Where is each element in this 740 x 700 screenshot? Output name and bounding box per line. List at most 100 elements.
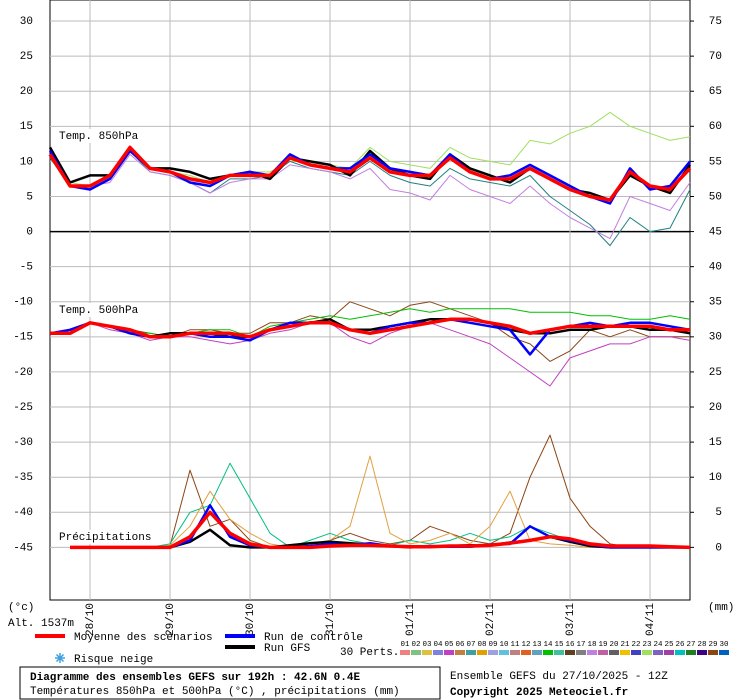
member-swatch xyxy=(411,650,421,655)
panel-label: Temp. 850hPa xyxy=(59,131,139,143)
member-swatch xyxy=(521,650,531,655)
x-tick-label: 28/10 xyxy=(85,603,97,636)
member-label: 29 xyxy=(708,641,717,649)
x-tick-label: 03/11 xyxy=(565,603,577,636)
y2-tick-label: 15 xyxy=(709,437,722,449)
member-swatch xyxy=(433,650,443,655)
member-swatch xyxy=(499,650,509,655)
series-line xyxy=(49,153,691,240)
member-label: 07 xyxy=(466,641,475,649)
altitude: Alt. 1537m xyxy=(8,618,74,630)
y2-tick-label: 70 xyxy=(709,51,722,63)
member-swatch xyxy=(477,650,487,655)
panel-label-bg xyxy=(56,129,142,143)
legend-label: Moyenne des scénarios xyxy=(74,632,213,644)
member-swatch xyxy=(664,650,674,655)
y-tick-label: -20 xyxy=(13,367,33,379)
y2-tick-label: 65 xyxy=(709,86,722,98)
member-label: 28 xyxy=(697,641,706,649)
footer-run: Ensemble GEFS du 27/10/2025 - 12Z xyxy=(450,671,668,683)
grid xyxy=(50,0,690,600)
member-swatch xyxy=(631,650,641,655)
member-label: 30 xyxy=(719,641,729,649)
member-label: 17 xyxy=(576,641,585,649)
x-tick-label: 02/11 xyxy=(485,603,497,636)
member-swatch xyxy=(598,650,608,655)
member-label: 23 xyxy=(642,641,652,649)
y2-tick-label: 75 xyxy=(709,16,722,28)
panel-label: Temp. 500hPa xyxy=(59,305,139,317)
member-swatch xyxy=(587,650,597,655)
y-tick-label: -40 xyxy=(13,507,33,519)
member-swatch xyxy=(466,650,476,655)
member-label: 03 xyxy=(422,641,432,649)
y2-tick-label: 45 xyxy=(709,226,722,238)
y2-tick-label: 10 xyxy=(709,472,722,484)
y2-axis-label: (mm) xyxy=(708,602,734,614)
member-swatch xyxy=(719,650,729,655)
member-label: 15 xyxy=(554,641,564,649)
y2-tick-label: 35 xyxy=(709,297,722,309)
y-tick-label: 10 xyxy=(20,156,33,168)
member-label: 16 xyxy=(565,641,575,649)
panel-label: Précipitations xyxy=(59,532,151,544)
y2-tick-label: 5 xyxy=(715,507,722,519)
member-label: 19 xyxy=(598,641,607,649)
y-axis-label: (°c) xyxy=(8,602,34,614)
series-line xyxy=(50,322,691,387)
y-tick-label: 30 xyxy=(20,16,33,28)
member-swatch xyxy=(422,650,432,655)
series-line xyxy=(48,145,692,202)
member-label: 09 xyxy=(488,641,497,649)
footer-copyright: Copyright 2025 Meteociel.fr xyxy=(450,687,628,699)
member-swatch xyxy=(444,650,454,655)
series-line xyxy=(70,455,690,548)
member-swatch xyxy=(653,650,663,655)
y-tick-label: -25 xyxy=(13,402,33,414)
member-label: 13 xyxy=(532,641,542,649)
series-line xyxy=(70,510,691,550)
y-tick-label: 0 xyxy=(26,226,33,238)
member-label: 04 xyxy=(433,641,443,649)
y2-tick-label: 40 xyxy=(709,262,722,274)
member-label: 08 xyxy=(477,641,486,649)
y-tick-label: -15 xyxy=(13,332,33,344)
member-label: 25 xyxy=(664,641,674,649)
member-swatch xyxy=(708,650,718,655)
x-tick-label: 29/10 xyxy=(165,603,177,636)
y2-tick-label: 30 xyxy=(709,332,722,344)
y2-tick-label: 0 xyxy=(715,542,722,554)
y2-tick-label: 50 xyxy=(709,191,722,203)
member-swatch xyxy=(686,650,696,655)
member-label: 18 xyxy=(587,641,596,649)
series-line xyxy=(50,317,690,339)
y-tick-label: -35 xyxy=(13,472,33,484)
y-tick-label: -30 xyxy=(13,437,33,449)
member-label: 24 xyxy=(653,641,663,649)
footer-box xyxy=(19,666,441,700)
panel-label-bg xyxy=(56,303,142,317)
member-swatch xyxy=(576,650,586,655)
member-swatch xyxy=(565,650,575,655)
x-tick-label: 01/11 xyxy=(405,603,417,636)
footer-subtitle: Températures 850hPa et 500hPa (°C) , pré… xyxy=(30,686,400,698)
y-tick-label: -5 xyxy=(20,262,33,274)
member-label: 02 xyxy=(411,641,420,649)
x-tick-label: 31/10 xyxy=(325,603,337,636)
y2-tick-label: 25 xyxy=(709,367,722,379)
member-label: 26 xyxy=(675,641,685,649)
y2-tick-label: 60 xyxy=(709,121,722,133)
plot-area xyxy=(49,0,691,601)
member-label: 05 xyxy=(444,641,454,649)
snow-icon xyxy=(55,653,65,663)
member-swatch xyxy=(532,650,542,655)
footer-title: Diagramme des ensembles GEFS sur 192h : … xyxy=(30,672,360,684)
legend-label: Run de contrôle xyxy=(264,632,363,644)
member-label: 06 xyxy=(455,641,465,649)
panel-label-bg xyxy=(56,530,155,544)
member-swatch xyxy=(554,650,564,655)
x-tick-label: 30/10 xyxy=(245,603,257,636)
members-label: 30 Perts. xyxy=(340,647,399,659)
member-swatch xyxy=(543,650,553,655)
